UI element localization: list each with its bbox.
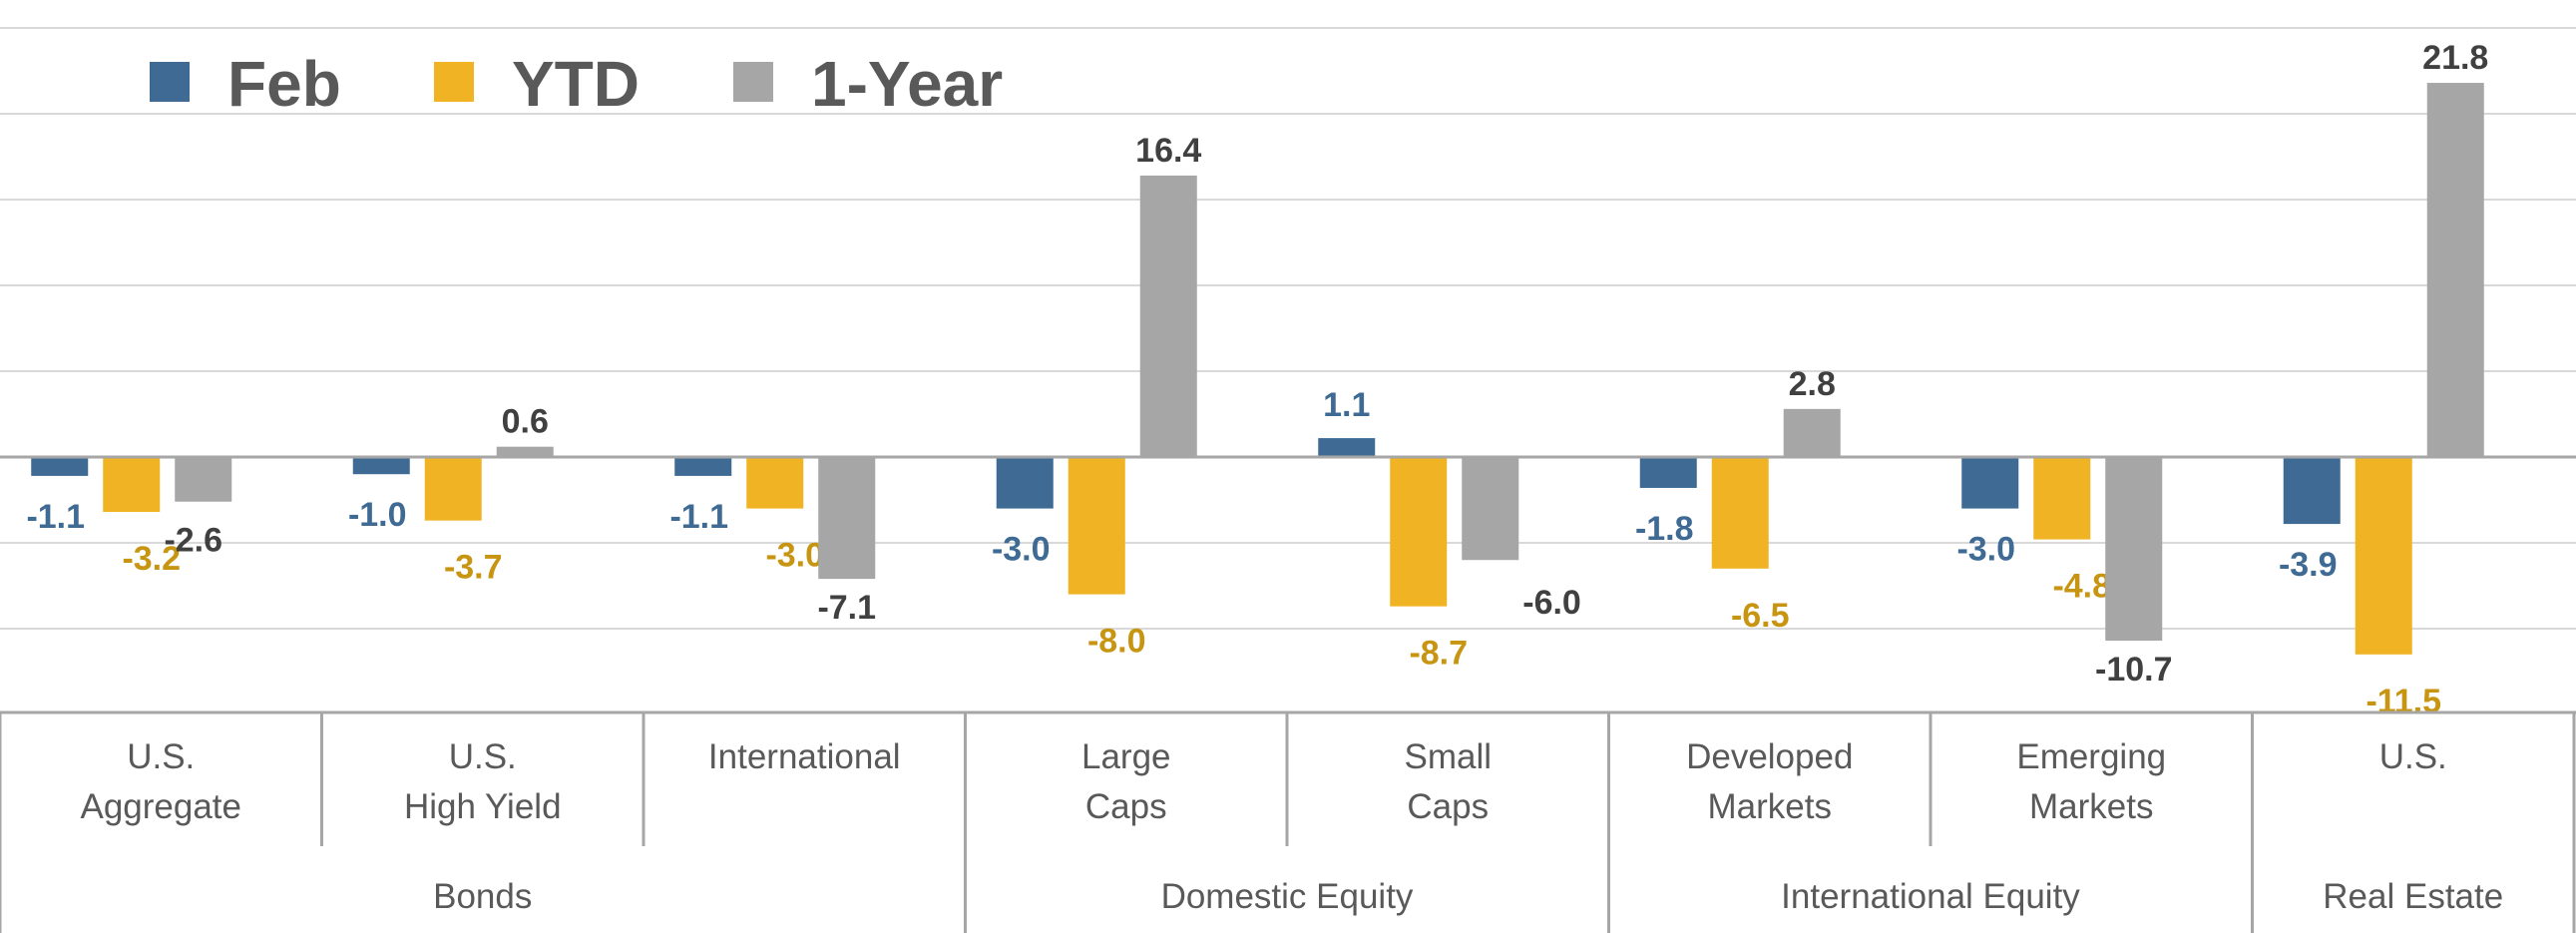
- bar-1-year-4: [1462, 457, 1519, 561]
- data-label-feb-7: -3.9: [2279, 546, 2338, 584]
- bar-feb-0: [31, 457, 89, 476]
- data-label-1-year-4: -6.0: [1522, 584, 1581, 622]
- bar-feb-6: [1961, 457, 2019, 509]
- data-label-feb-5: -1.8: [1635, 510, 1694, 548]
- data-label-ytd-6: -4.8: [2052, 568, 2111, 606]
- bar-feb-2: [674, 457, 732, 476]
- bar-ytd-7: [2355, 457, 2412, 655]
- legend-label-1-year: 1-Year: [811, 48, 1003, 120]
- data-label-ytd-2: -3.0: [765, 537, 824, 575]
- data-label-1-year-2: -7.1: [817, 589, 876, 627]
- bar-feb-4: [1318, 438, 1376, 457]
- bar-1-year-3: [1139, 175, 1197, 458]
- bar-ytd-3: [1068, 457, 1125, 595]
- legend-label-ytd: YTD: [512, 48, 640, 120]
- category-label-6-0: Emerging: [2016, 737, 2166, 776]
- data-label-1-year-1: 0.6: [502, 403, 549, 441]
- category-label-5-1: Markets: [1708, 787, 1832, 826]
- data-label-ytd-0: -3.2: [122, 540, 181, 578]
- data-label-1-year-6: -10.7: [2095, 651, 2173, 689]
- data-label-feb-2: -1.1: [669, 498, 728, 536]
- data-label-ytd-1: -3.7: [444, 549, 503, 587]
- category-label-5-0: Developed: [1686, 737, 1853, 776]
- data-label-feb-0: -1.1: [26, 498, 85, 536]
- bar-ytd-0: [103, 457, 161, 513]
- bar-ytd-4: [1390, 457, 1448, 607]
- group-label-2: International Equity: [1781, 877, 2080, 916]
- group-label-3: Real Estate: [2323, 877, 2503, 916]
- legend-label-feb: Feb: [227, 48, 341, 120]
- data-label-feb-3: -3.0: [992, 531, 1051, 569]
- group-label-1: Domestic Equity: [1161, 877, 1414, 916]
- bar-feb-1: [352, 457, 410, 475]
- data-label-1-year-7: 21.8: [2422, 39, 2488, 77]
- data-label-feb-6: -3.0: [1956, 531, 2015, 569]
- category-label-3-1: Caps: [1085, 787, 1167, 826]
- bar-1-year-5: [1783, 408, 1841, 457]
- bar-ytd-6: [2033, 457, 2091, 540]
- category-label-4-1: Caps: [1407, 787, 1489, 826]
- bar-feb-7: [2283, 457, 2341, 525]
- bar-1-year-1: [496, 446, 554, 457]
- category-label-6-1: Markets: [2029, 787, 2153, 826]
- legend-swatch-feb: [150, 62, 190, 102]
- bar-ytd-5: [1711, 457, 1769, 569]
- category-label-1-0: U.S.: [449, 737, 517, 776]
- category-label-4-0: Small: [1404, 737, 1492, 776]
- bar-ytd-2: [746, 457, 804, 509]
- legend-swatch-ytd: [434, 62, 474, 102]
- bar-1-year-7: [2426, 83, 2484, 457]
- data-label-ytd-5: -6.5: [1731, 597, 1790, 635]
- legend-swatch-1-year: [733, 62, 773, 102]
- data-label-feb-1: -1.0: [348, 496, 407, 534]
- category-label-7-0: U.S.: [2379, 737, 2447, 776]
- data-label-1-year-3: 16.4: [1135, 132, 1201, 170]
- data-label-ytd-7: -11.5: [2365, 683, 2441, 720]
- bar-1-year-6: [2105, 457, 2163, 642]
- bar-ytd-1: [424, 457, 482, 521]
- data-label-1-year-0: -2.6: [164, 522, 222, 560]
- category-label-3-0: Large: [1081, 737, 1171, 776]
- data-label-ytd-4: -8.7: [1409, 635, 1468, 673]
- category-label-0-1: Aggregate: [80, 787, 241, 826]
- data-label-1-year-5: 2.8: [1789, 365, 1836, 403]
- bar-1-year-2: [818, 457, 876, 580]
- bar-1-year-0: [175, 457, 232, 502]
- group-label-0: Bonds: [433, 877, 532, 916]
- bar-feb-3: [996, 457, 1054, 509]
- category-label-2-0: International: [708, 737, 901, 776]
- bar-feb-5: [1639, 457, 1697, 488]
- category-label-1-1: High Yield: [404, 787, 562, 826]
- data-label-feb-4: 1.1: [1323, 386, 1370, 424]
- data-label-ytd-3: -8.0: [1087, 623, 1146, 661]
- category-label-0-0: U.S.: [127, 737, 195, 776]
